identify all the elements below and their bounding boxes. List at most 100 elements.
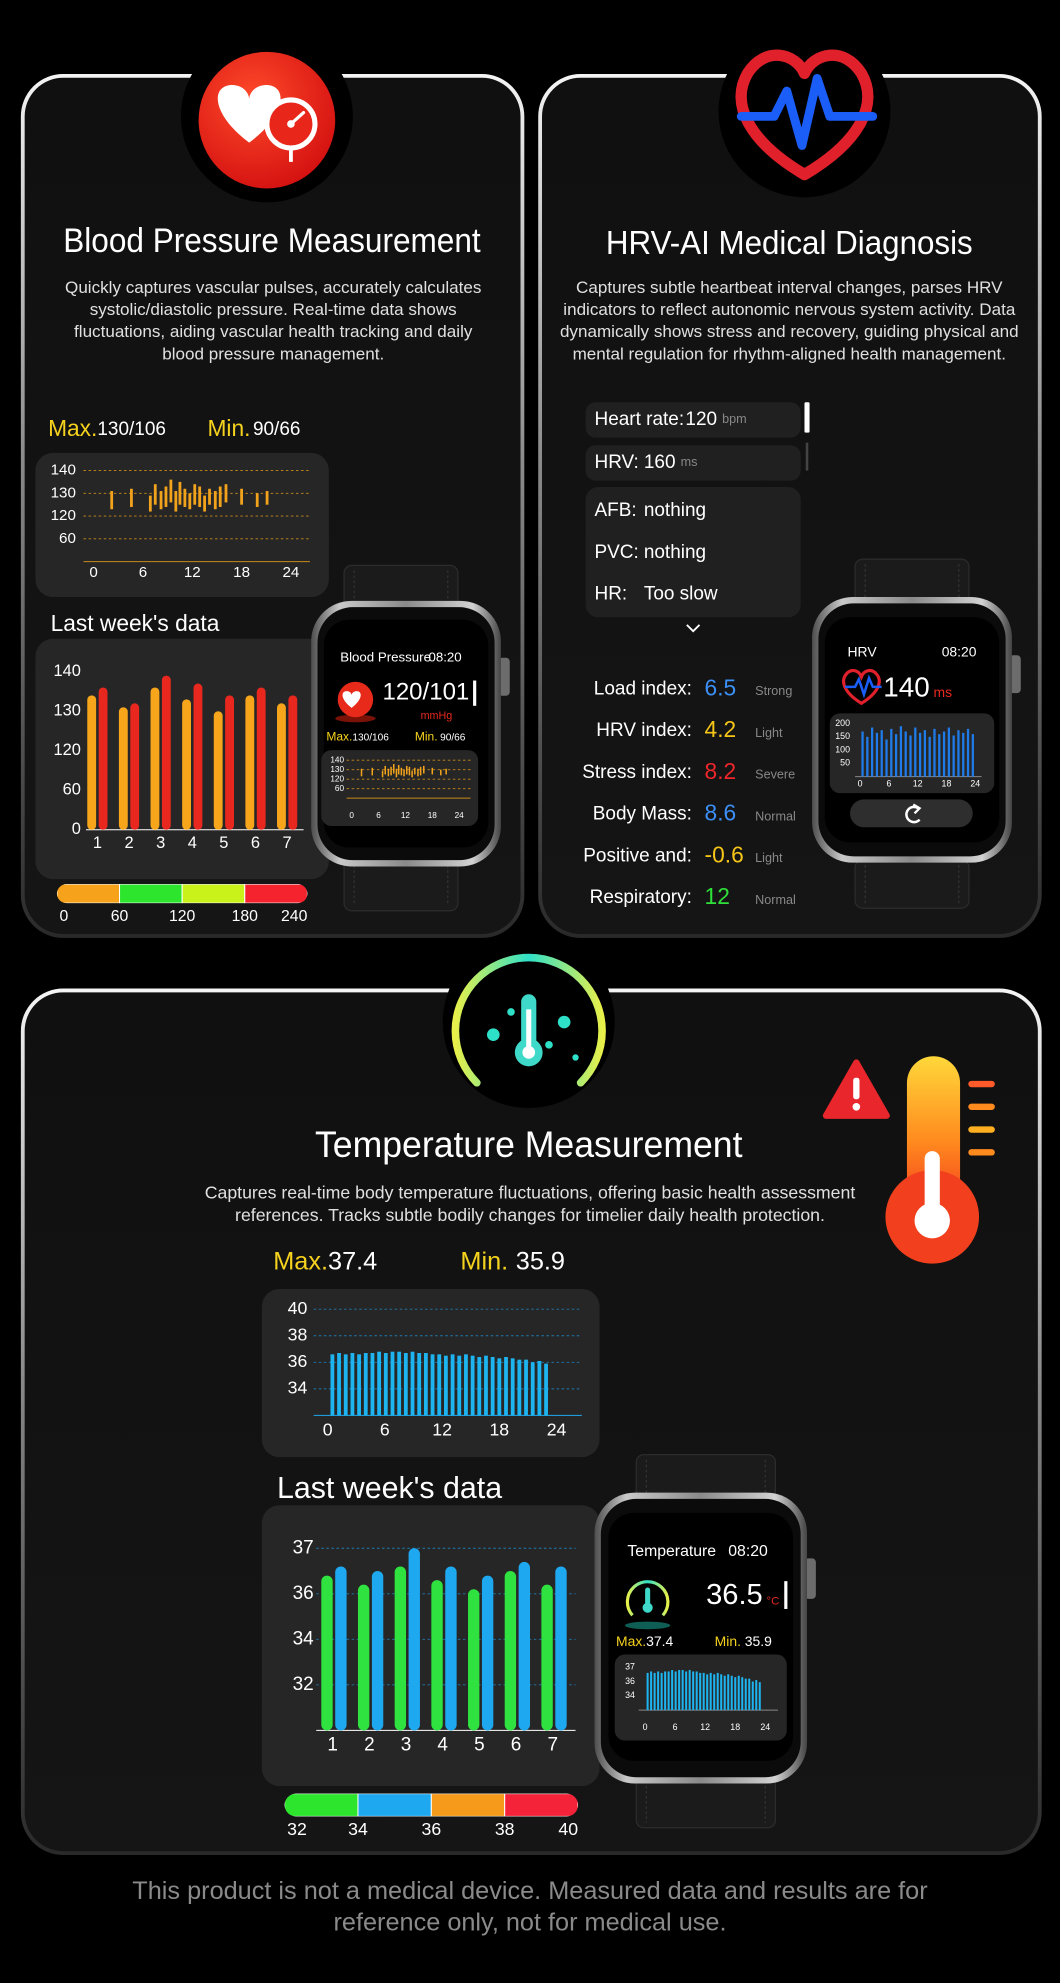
scale-label: 32 [287, 1819, 307, 1839]
x-tick-label: 12 [700, 1722, 710, 1732]
watch-strap [635, 1454, 777, 1500]
gauge-needle [289, 110, 306, 126]
bar [667, 1671, 670, 1711]
range-bar [159, 491, 163, 510]
range-bar [423, 765, 425, 774]
range-bar [431, 767, 434, 775]
bar [330, 1354, 335, 1416]
finding-label: AFB: [595, 500, 637, 521]
range-bar [440, 769, 442, 776]
range-bar [400, 767, 403, 776]
range-bar [408, 766, 411, 776]
bar [477, 1356, 482, 1416]
watch-crown [498, 657, 510, 696]
description-line: mental regulation for rhythm-aligned hea… [573, 344, 1006, 363]
min-value: 35.9 [516, 1247, 565, 1275]
finding-value: nothing [644, 500, 706, 521]
chart-box [321, 750, 479, 826]
gauge-dot [557, 1015, 571, 1029]
index-label: HRV index: [596, 720, 692, 741]
watch-max: Max.130/106 [326, 730, 389, 744]
bar [966, 728, 970, 777]
watch-value: 140 [883, 672, 929, 703]
x-tick-label: 5 [474, 1735, 485, 1756]
reading-label: HRV: [595, 452, 639, 473]
bar [390, 1351, 395, 1416]
heart-icon [342, 691, 361, 708]
bar [748, 1678, 751, 1711]
scale-label: 36 [421, 1819, 441, 1839]
bar [408, 1548, 420, 1731]
index-value: 8.6 [705, 800, 737, 826]
scale-label: 60 [111, 908, 129, 925]
bar [933, 728, 936, 777]
scale-label: 180 [232, 908, 259, 925]
max-reading: Max.130/106 [48, 415, 166, 441]
bar [730, 1675, 733, 1711]
y-tick-label: 60 [63, 781, 81, 799]
bar [337, 1353, 341, 1416]
y-tick-label: 140 [54, 662, 81, 680]
reading-value: 120 [685, 409, 717, 430]
range-bar [153, 484, 157, 505]
findings-box [585, 486, 801, 618]
scroll-indicator [473, 680, 477, 706]
index-level: Severe [755, 768, 795, 782]
bar [681, 1670, 684, 1711]
description-line: reference only, not for medical use. [334, 1909, 727, 1937]
y-tick-label: 140 [330, 755, 344, 764]
y-tick-label: 140 [51, 462, 76, 479]
screen-heart-icon [842, 668, 881, 706]
y-tick-label: 50 [840, 758, 850, 768]
x-tick-label: 7 [283, 834, 292, 852]
min-label: Min. [415, 730, 438, 744]
range-bar [213, 491, 217, 510]
bar [957, 730, 960, 777]
bar [457, 1355, 462, 1416]
x-tick-label: 0 [323, 1419, 333, 1439]
x-tick-label: 4 [437, 1735, 448, 1756]
reading-box [585, 402, 801, 438]
bar [914, 727, 917, 777]
min-label: Min. [715, 1633, 741, 1649]
chart-box [35, 452, 329, 598]
bar [962, 732, 965, 777]
warning-bar [853, 1077, 860, 1100]
index-level: Normal [755, 893, 796, 907]
description-line: Quickly captures vascular pulses, accura… [65, 278, 481, 297]
bar [866, 736, 869, 777]
bar [335, 1566, 347, 1731]
bar [909, 735, 912, 777]
x-tick-label: 6 [376, 811, 381, 820]
y-tick-label: 150 [835, 731, 850, 741]
range-bar [411, 770, 413, 778]
y-tick-label: 37 [625, 1661, 635, 1671]
min-label: Min. [207, 415, 250, 441]
bar [537, 1360, 542, 1416]
y-tick-label: 34 [288, 1378, 308, 1398]
range-bar [218, 486, 222, 507]
bar [193, 683, 203, 830]
bar [481, 1575, 494, 1731]
section-title: Temperature Measurement [315, 1124, 743, 1165]
bar [671, 1670, 674, 1711]
x-tick-label: 18 [489, 1419, 509, 1439]
bar [288, 695, 298, 830]
hrv-heart-icon [735, 49, 874, 181]
bar [650, 1671, 653, 1711]
section-title: Blood Pressure Measurement [63, 222, 481, 260]
bar [751, 1681, 754, 1711]
bar [417, 1353, 422, 1416]
scale-segment [430, 1793, 506, 1817]
bar [524, 1359, 528, 1416]
bar [490, 1356, 495, 1416]
bar [430, 1354, 435, 1416]
bar [758, 1682, 761, 1711]
bar [150, 687, 160, 830]
y-tick-label: 100 [835, 744, 850, 754]
bar [727, 1674, 730, 1711]
x-tick-label: 2 [364, 1735, 375, 1756]
warning-dot [852, 1103, 861, 1111]
